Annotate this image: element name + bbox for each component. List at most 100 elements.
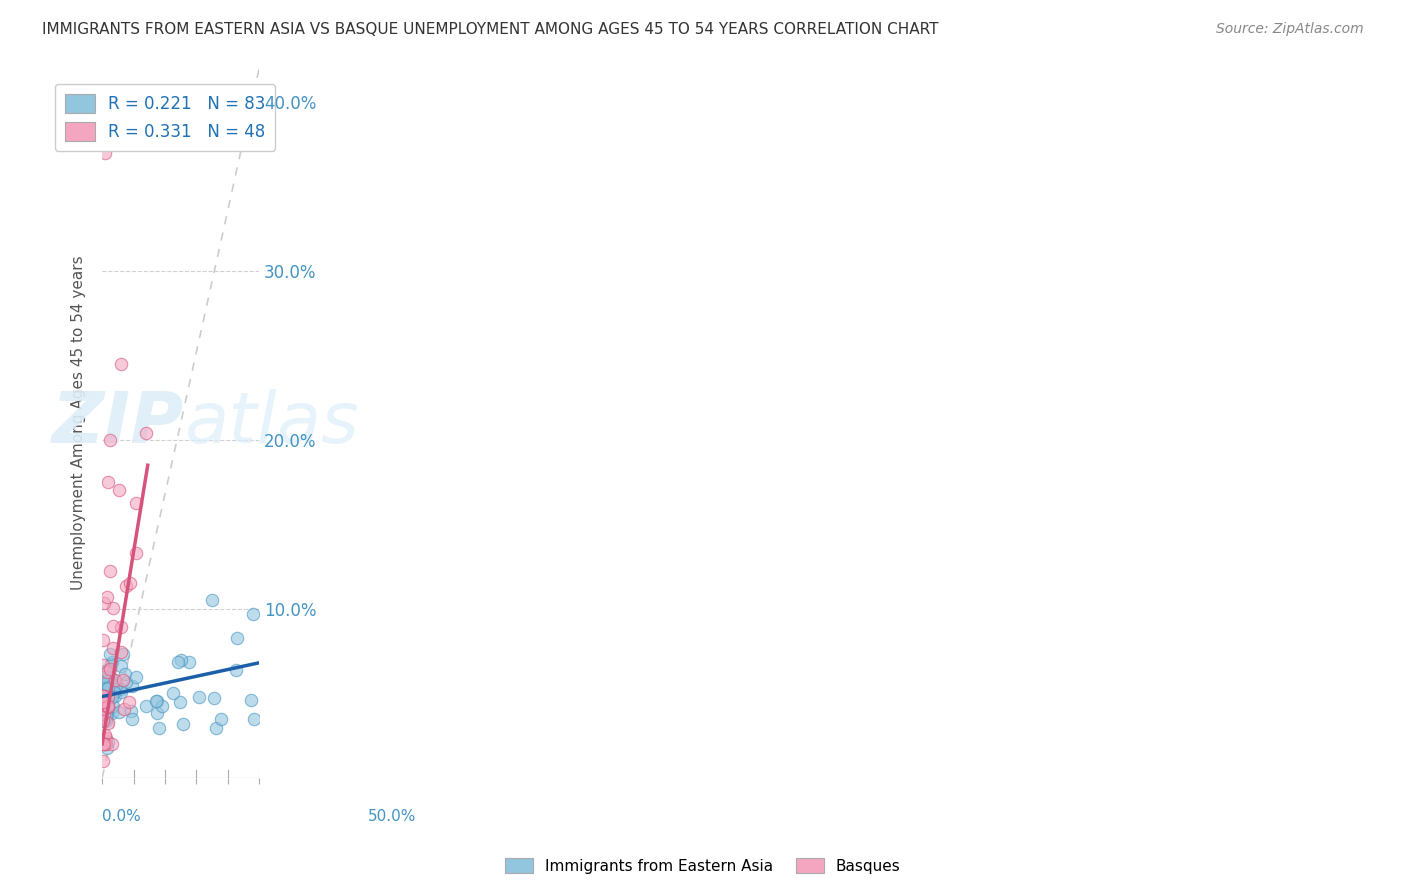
Point xyxy=(205,721,228,735)
Point xyxy=(188,690,211,705)
Point xyxy=(94,731,117,745)
Point xyxy=(121,679,143,693)
Point xyxy=(101,737,124,751)
Point xyxy=(96,697,118,711)
Point xyxy=(94,697,117,711)
Point xyxy=(94,697,117,711)
Point xyxy=(162,686,184,700)
Legend: R = 0.221   N = 83, R = 0.331   N = 48: R = 0.221 N = 83, R = 0.331 N = 48 xyxy=(55,84,276,151)
Point xyxy=(97,702,120,716)
Point xyxy=(120,704,142,718)
Point xyxy=(94,701,117,715)
Point xyxy=(110,620,132,634)
Point xyxy=(100,657,122,671)
Text: IMMIGRANTS FROM EASTERN ASIA VS BASQUE UNEMPLOYMENT AMONG AGES 45 TO 54 YEARS CO: IMMIGRANTS FROM EASTERN ASIA VS BASQUE U… xyxy=(42,22,939,37)
Point xyxy=(96,681,118,695)
Point xyxy=(93,707,115,722)
Point xyxy=(114,674,136,689)
Point xyxy=(110,685,132,699)
Point xyxy=(91,690,114,704)
Point xyxy=(97,698,120,713)
Point xyxy=(118,576,141,591)
Point xyxy=(166,655,188,669)
Point xyxy=(96,676,118,690)
Point xyxy=(97,715,120,730)
Point xyxy=(91,673,114,687)
Point xyxy=(242,607,264,621)
Point xyxy=(93,694,115,708)
Point xyxy=(96,591,118,605)
Point xyxy=(96,698,118,712)
Point xyxy=(101,706,124,720)
Point xyxy=(94,728,117,742)
Text: atlas: atlas xyxy=(184,389,359,458)
Point xyxy=(96,681,118,696)
Point xyxy=(145,694,167,708)
Text: 0.0%: 0.0% xyxy=(103,809,141,824)
Point xyxy=(91,677,114,691)
Point xyxy=(97,475,120,490)
Point xyxy=(125,495,148,509)
Point xyxy=(110,645,132,659)
Point xyxy=(101,678,124,692)
Point xyxy=(93,632,115,647)
Point xyxy=(91,714,114,729)
Point xyxy=(101,690,124,705)
Point xyxy=(93,737,115,751)
Point xyxy=(146,706,169,720)
Point xyxy=(93,693,115,707)
Point xyxy=(93,664,115,678)
Point xyxy=(91,658,114,673)
Point xyxy=(101,641,124,656)
Point xyxy=(172,716,194,731)
Point xyxy=(101,655,124,669)
Point xyxy=(103,601,125,615)
Text: ZIP: ZIP xyxy=(52,389,184,458)
Point xyxy=(94,698,117,712)
Point xyxy=(135,425,157,440)
Point xyxy=(97,681,120,696)
Point xyxy=(91,754,114,768)
Point xyxy=(125,669,148,683)
Point xyxy=(93,737,115,751)
Point xyxy=(209,712,232,726)
Point xyxy=(104,689,127,703)
Point xyxy=(96,665,118,679)
Point xyxy=(97,690,120,705)
Point xyxy=(103,673,125,688)
Point xyxy=(93,708,115,723)
Point xyxy=(135,698,157,713)
Point xyxy=(202,690,225,705)
Point xyxy=(93,694,115,708)
Point xyxy=(225,631,247,645)
Point xyxy=(108,705,131,719)
Point xyxy=(118,695,141,709)
Point xyxy=(97,665,120,679)
Point xyxy=(93,731,115,745)
Point xyxy=(97,673,120,688)
Point xyxy=(114,667,136,681)
Point xyxy=(97,734,120,748)
Point xyxy=(177,655,200,669)
Point xyxy=(225,663,247,677)
Point xyxy=(112,702,135,716)
Point xyxy=(100,671,122,685)
Point xyxy=(103,618,125,632)
Point xyxy=(121,712,143,726)
Point xyxy=(110,658,132,673)
Point xyxy=(94,711,117,725)
Point xyxy=(98,648,121,662)
Point xyxy=(146,694,169,708)
Text: 50.0%: 50.0% xyxy=(368,809,416,824)
Point xyxy=(94,676,117,690)
Point xyxy=(110,681,132,696)
Point xyxy=(243,712,266,726)
Point xyxy=(94,676,117,690)
Point xyxy=(112,673,135,687)
Text: Source: ZipAtlas.com: Source: ZipAtlas.com xyxy=(1216,22,1364,37)
Point xyxy=(150,698,173,713)
Point xyxy=(93,737,115,751)
Point xyxy=(94,714,117,728)
Point xyxy=(115,578,138,592)
Point xyxy=(201,593,224,607)
